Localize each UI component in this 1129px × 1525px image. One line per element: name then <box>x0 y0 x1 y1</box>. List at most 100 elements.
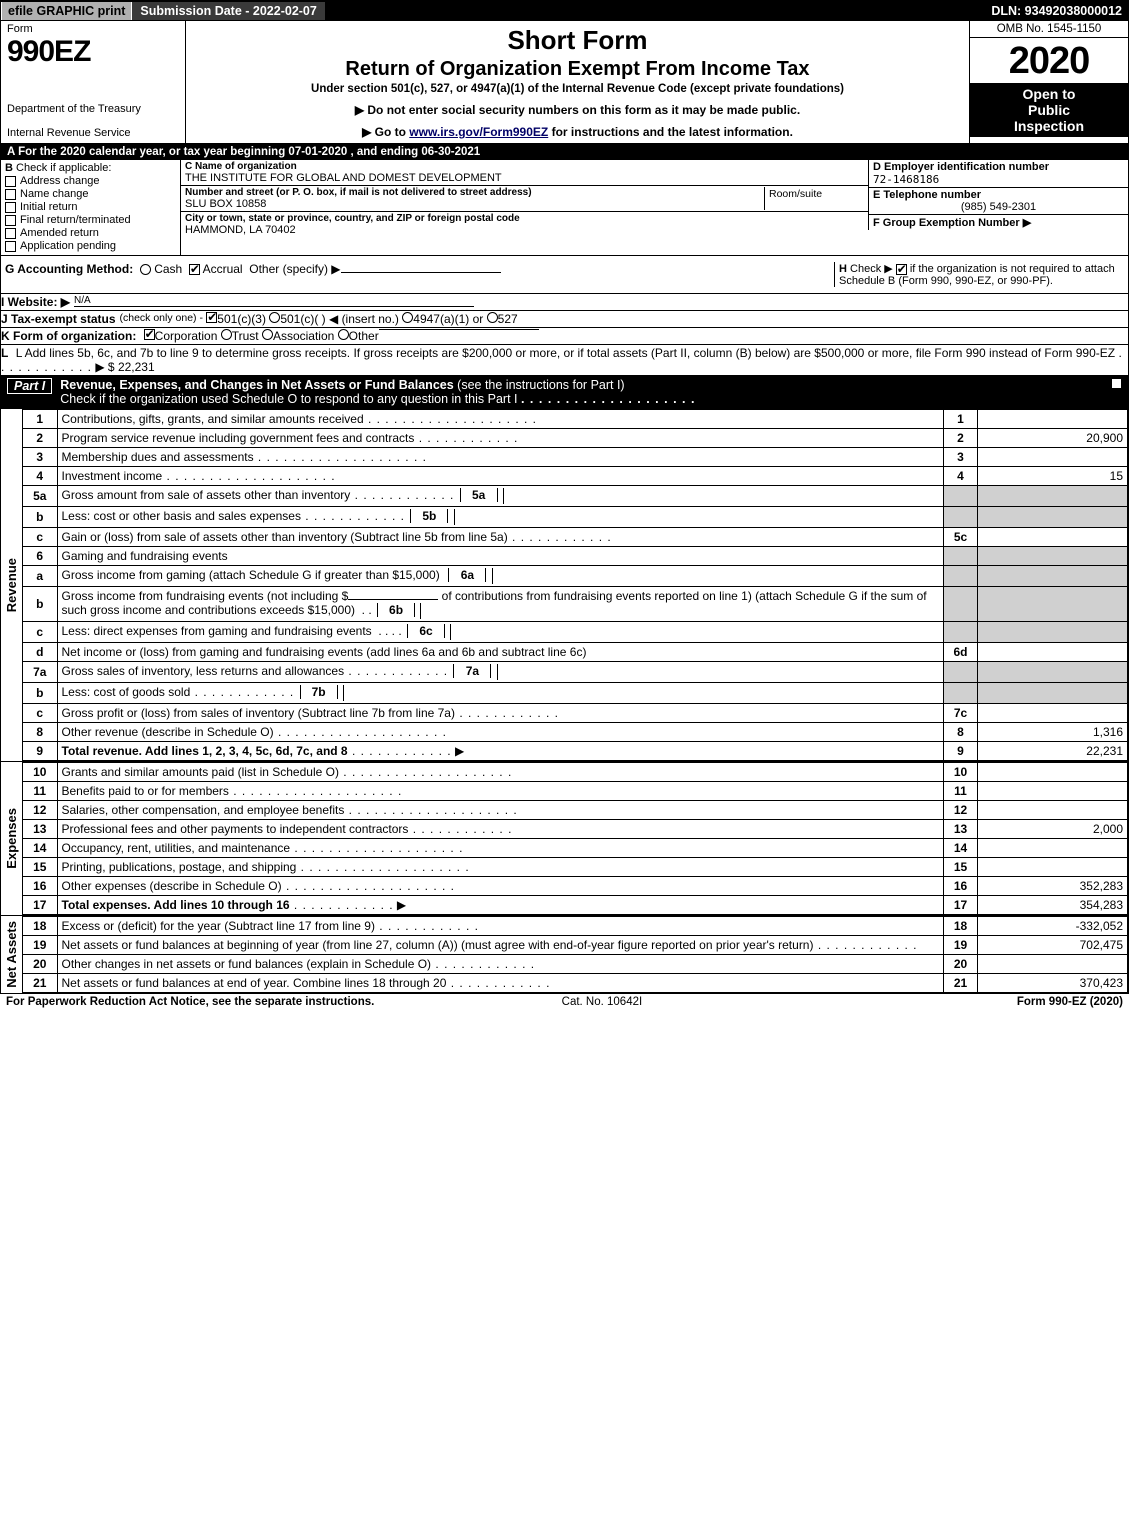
chk-other-org[interactable] <box>338 329 349 340</box>
line-1-amt <box>978 410 1128 429</box>
lbl-initial-return: Initial return <box>20 201 77 213</box>
line-15-amt <box>978 858 1128 877</box>
line-6c-box: 6c <box>407 624 445 638</box>
efile-print-button[interactable]: efile GRAPHIC print <box>1 2 132 20</box>
arrow-icon: ▶ <box>397 898 406 912</box>
line-6a: aGross income from gaming (attach Schedu… <box>23 566 1128 587</box>
line-3-text: Membership dues and assessments <box>62 450 254 464</box>
lbl-corporation: Corporation <box>155 329 218 343</box>
part-i-tag: Part I <box>7 378 52 394</box>
chk-4947a1[interactable] <box>402 312 413 323</box>
line-6d: dNet income or (loss) from gaming and fu… <box>23 643 1128 662</box>
line-a-tax-year: A For the 2020 calendar year, or tax yea… <box>1 144 1128 160</box>
line-16: 16Other expenses (describe in Schedule O… <box>23 877 1128 896</box>
top-bar: efile GRAPHIC print Submission Date - 20… <box>1 1 1128 21</box>
line-7c-amt <box>978 704 1128 723</box>
lbl-4947a1: 4947(a)(1) or <box>413 312 483 326</box>
line-10-amt <box>978 763 1128 782</box>
form-number: 990EZ <box>7 35 181 69</box>
line-g: G Accounting Method: Cash Accrual Other … <box>5 262 834 287</box>
lbl-cash: Cash <box>154 262 182 276</box>
line-l: L L Add lines 5b, 6c, and 7b to line 9 t… <box>1 345 1128 376</box>
lbl-address-change: Address change <box>20 175 100 187</box>
public-inspection-badge: Open to Public Inspection <box>970 83 1128 137</box>
chk-initial-return[interactable] <box>5 202 16 213</box>
chk-corporation[interactable] <box>144 329 155 340</box>
box-b: B Check if applicable: Address change Na… <box>1 160 181 255</box>
box-b-letter: B <box>5 162 13 174</box>
chk-final-return[interactable] <box>5 215 16 226</box>
ein-value: 72-1468186 <box>873 173 1124 186</box>
line-9-text: Total revenue. Add lines 1, 2, 3, 4, 5c,… <box>62 744 348 758</box>
line-12-text: Salaries, other compensation, and employ… <box>62 803 345 817</box>
line-6d-amt <box>978 643 1128 662</box>
chk-527[interactable] <box>487 312 498 323</box>
line-7a-text: Gross sales of inventory, less returns a… <box>62 664 345 678</box>
line-1-text: Contributions, gifts, grants, and simila… <box>62 412 364 426</box>
line-14: 14Occupancy, rent, utilities, and mainte… <box>23 839 1128 858</box>
lbl-other-org: Other <box>349 329 379 343</box>
box-def: D Employer identification number 72-1468… <box>868 160 1128 255</box>
chk-501c[interactable] <box>269 312 280 323</box>
line-13-text: Professional fees and other payments to … <box>62 822 409 836</box>
chk-association[interactable] <box>262 329 273 340</box>
box-b-label: Check if applicable: <box>16 162 111 174</box>
other-specify-field[interactable] <box>341 272 501 273</box>
line-h-check: Check ▶ <box>850 263 893 275</box>
line-12: 12Salaries, other compensation, and empl… <box>23 801 1128 820</box>
chk-schedule-o-part-i[interactable] <box>1111 378 1122 389</box>
line-i-label: I Website: ▶ <box>1 295 70 309</box>
line-j-tiny: (check only one) - <box>120 312 203 324</box>
line-2: 2Program service revenue including gover… <box>23 429 1128 448</box>
inspection: Inspection <box>974 118 1124 134</box>
lbl-name-change: Name change <box>20 188 89 200</box>
line-20: 20Other changes in net assets or fund ba… <box>23 955 1128 974</box>
line-7a-box: 7a <box>453 664 491 678</box>
lbl-accrual: Accrual <box>203 262 243 276</box>
line-19-text: Net assets or fund balances at beginning… <box>62 938 814 952</box>
line-7c: cGross profit or (loss) from sales of in… <box>23 704 1128 723</box>
city-state-zip: HAMMOND, LA 70402 <box>185 224 864 236</box>
net-assets-table: 18Excess or (deficit) for the year (Subt… <box>23 916 1128 993</box>
irs-link[interactable]: www.irs.gov/Form990EZ <box>409 125 548 139</box>
line-21-amt: 370,423 <box>978 974 1128 993</box>
line-12-amt <box>978 801 1128 820</box>
open-to: Open to <box>974 86 1124 102</box>
box-d-label: D Employer identification number <box>873 161 1124 173</box>
page-footer: For Paperwork Reduction Act Notice, see … <box>0 994 1129 1010</box>
other-org-field[interactable] <box>379 329 539 330</box>
lbl-other-specify: Other (specify) ▶ <box>249 262 340 276</box>
lbl-final-return: Final return/terminated <box>20 214 131 226</box>
line-6a-box: 6a <box>448 568 486 582</box>
radio-accrual[interactable] <box>189 264 200 275</box>
part-i-header: Part I Revenue, Expenses, and Changes in… <box>1 376 1128 409</box>
lbl-527: 527 <box>498 312 518 326</box>
line-g-h: G Accounting Method: Cash Accrual Other … <box>1 256 1128 294</box>
chk-amended-return[interactable] <box>5 228 16 239</box>
chk-schedule-b-not-required[interactable] <box>896 264 907 275</box>
line-17: 17Total expenses. Add lines 10 through 1… <box>23 896 1128 915</box>
lbl-trust: Trust <box>232 329 259 343</box>
chk-name-change[interactable] <box>5 189 16 200</box>
line-j: J Tax-exempt status (check only one) - 5… <box>1 311 1128 328</box>
line-11-amt <box>978 782 1128 801</box>
line-13: 13Professional fees and other payments t… <box>23 820 1128 839</box>
line-7b-box: 7b <box>300 685 338 699</box>
line-6c: cLess: direct expenses from gaming and f… <box>23 622 1128 643</box>
line-1: 1Contributions, gifts, grants, and simil… <box>23 410 1128 429</box>
header-left: Form 990EZ Department of the Treasury In… <box>1 21 186 143</box>
box-f-label: F Group Exemption Number ▶ <box>873 216 1124 229</box>
part-i-title: Revenue, Expenses, and Changes in Net As… <box>60 378 453 392</box>
line-5c: cGain or (loss) from sale of assets othe… <box>23 528 1128 547</box>
lbl-501c: 501(c)( ) ◀ (insert no.) <box>280 312 399 326</box>
line-5a-box: 5a <box>460 488 498 502</box>
expenses-section: Expenses 10Grants and similar amounts pa… <box>1 762 1128 916</box>
chk-trust[interactable] <box>221 329 232 340</box>
chk-application-pending[interactable] <box>5 241 16 252</box>
lbl-association: Association <box>273 329 334 343</box>
radio-cash[interactable] <box>140 264 151 275</box>
chk-501c3[interactable] <box>206 312 217 323</box>
public: Public <box>974 102 1124 118</box>
chk-address-change[interactable] <box>5 176 16 187</box>
entity-block: B Check if applicable: Address change Na… <box>1 160 1128 256</box>
